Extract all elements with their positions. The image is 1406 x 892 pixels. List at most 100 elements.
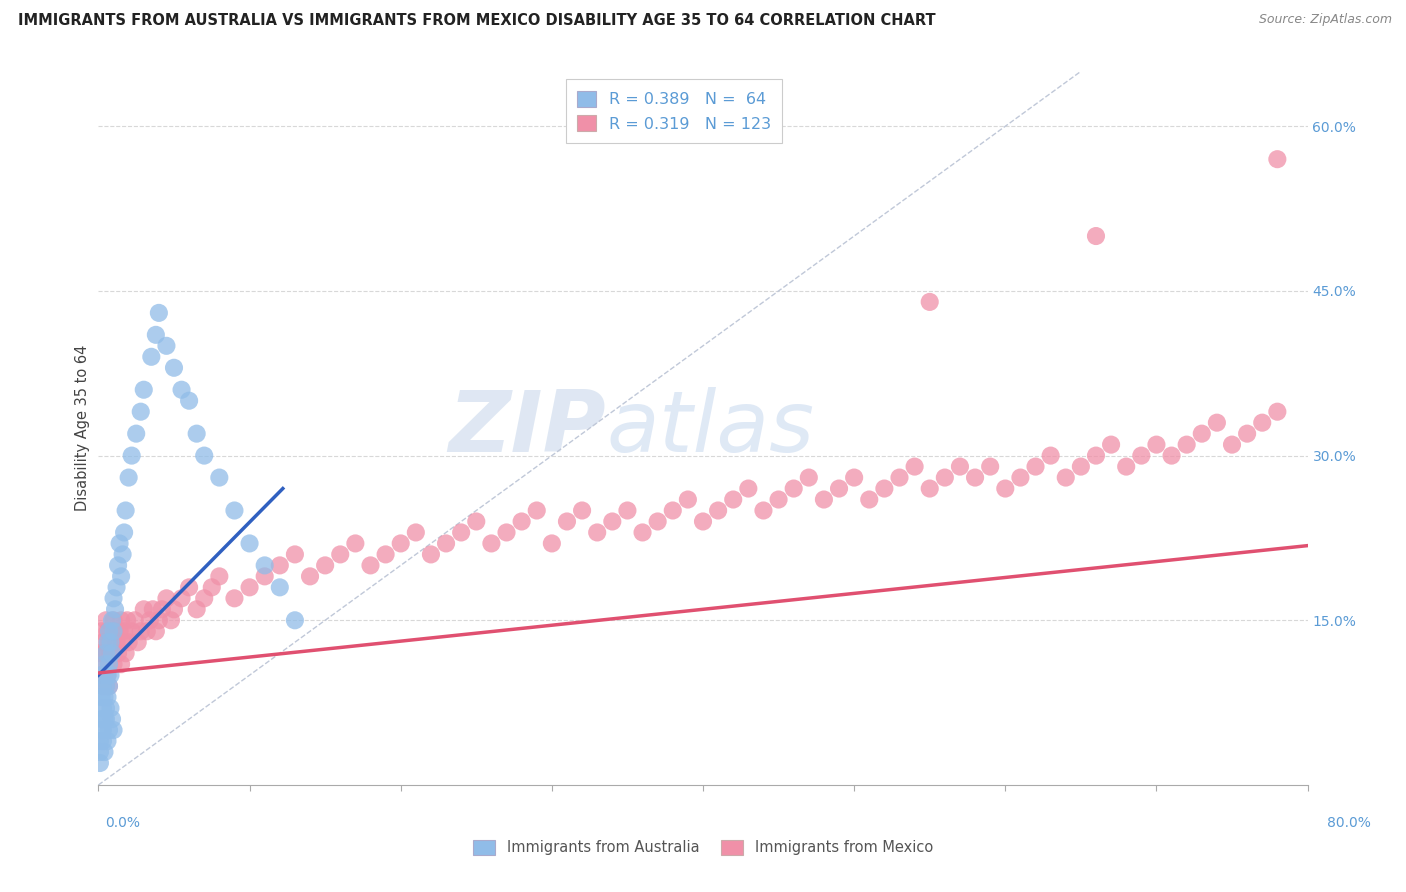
Text: atlas: atlas (606, 386, 814, 470)
Point (239, 580, 262, 594)
Point (1144, 437, 1167, 451)
Point (98, 635, 121, 649)
Text: ZIP: ZIP (449, 386, 606, 470)
Point (631, 525, 654, 540)
Point (540, 536, 562, 550)
Point (115, 613, 138, 627)
Point (90, 690, 112, 705)
Point (93, 690, 115, 705)
Point (1251, 416, 1274, 430)
Point (91, 723, 114, 737)
Point (434, 536, 457, 550)
Point (94, 679, 117, 693)
Point (98, 657, 121, 672)
Point (125, 426, 148, 441)
Point (193, 449, 215, 463)
Point (1054, 470, 1077, 484)
Point (98, 679, 121, 693)
Point (93, 712, 115, 726)
Point (114, 646, 136, 660)
Point (160, 613, 183, 627)
Point (93, 668, 115, 682)
Point (94, 701, 117, 715)
Point (616, 503, 638, 517)
Point (127, 635, 149, 649)
Legend: Immigrants from Australia, Immigrants from Mexico: Immigrants from Australia, Immigrants fr… (465, 832, 941, 863)
Point (179, 580, 201, 594)
Point (94, 679, 117, 693)
Point (163, 360, 186, 375)
Point (707, 503, 730, 517)
Point (103, 657, 125, 672)
Point (918, 294, 941, 309)
Point (571, 503, 593, 517)
Point (91, 734, 114, 748)
Point (737, 482, 759, 496)
Point (979, 459, 1001, 474)
Point (101, 635, 124, 649)
Point (253, 569, 276, 583)
Point (193, 591, 215, 606)
Point (101, 646, 124, 660)
Point (170, 591, 193, 606)
Point (692, 515, 714, 529)
Point (124, 613, 146, 627)
Point (104, 602, 127, 616)
Point (110, 657, 132, 672)
Point (329, 548, 352, 562)
Point (100, 668, 122, 682)
Point (1099, 437, 1122, 451)
Point (103, 613, 125, 627)
Point (121, 624, 143, 639)
Point (105, 580, 128, 594)
Point (96, 690, 118, 705)
Point (90, 624, 112, 639)
Point (118, 635, 141, 649)
Point (1267, 152, 1289, 166)
Point (676, 492, 699, 507)
Point (96, 624, 118, 639)
Point (752, 503, 775, 517)
Point (150, 602, 173, 616)
Point (586, 525, 609, 540)
Point (94, 712, 117, 726)
Point (101, 613, 124, 627)
Point (110, 613, 132, 627)
Point (96, 734, 118, 748)
Point (269, 580, 291, 594)
Point (186, 602, 208, 616)
Point (163, 602, 186, 616)
Point (101, 712, 124, 726)
Point (100, 635, 122, 649)
Y-axis label: Disability Age 35 to 64: Disability Age 35 to 64 (75, 345, 90, 511)
Point (142, 602, 165, 616)
Point (89, 756, 111, 770)
Point (145, 327, 167, 342)
Point (918, 482, 941, 496)
Point (114, 503, 136, 517)
Point (284, 548, 307, 562)
Point (90, 712, 112, 726)
Point (98, 624, 121, 639)
Point (828, 482, 851, 496)
Point (450, 525, 472, 540)
Point (965, 470, 987, 484)
Point (100, 701, 122, 715)
Point (813, 492, 835, 507)
Point (179, 393, 201, 408)
Point (96, 635, 118, 649)
Point (112, 624, 135, 639)
Point (129, 624, 152, 639)
Point (208, 569, 231, 583)
Point (94, 657, 117, 672)
Point (91, 701, 114, 715)
Point (602, 515, 624, 529)
Point (89, 734, 111, 748)
Point (723, 492, 745, 507)
Point (91, 679, 114, 693)
Point (186, 426, 208, 441)
Point (141, 350, 163, 364)
Point (465, 515, 488, 529)
Point (155, 591, 177, 606)
Point (224, 503, 246, 517)
